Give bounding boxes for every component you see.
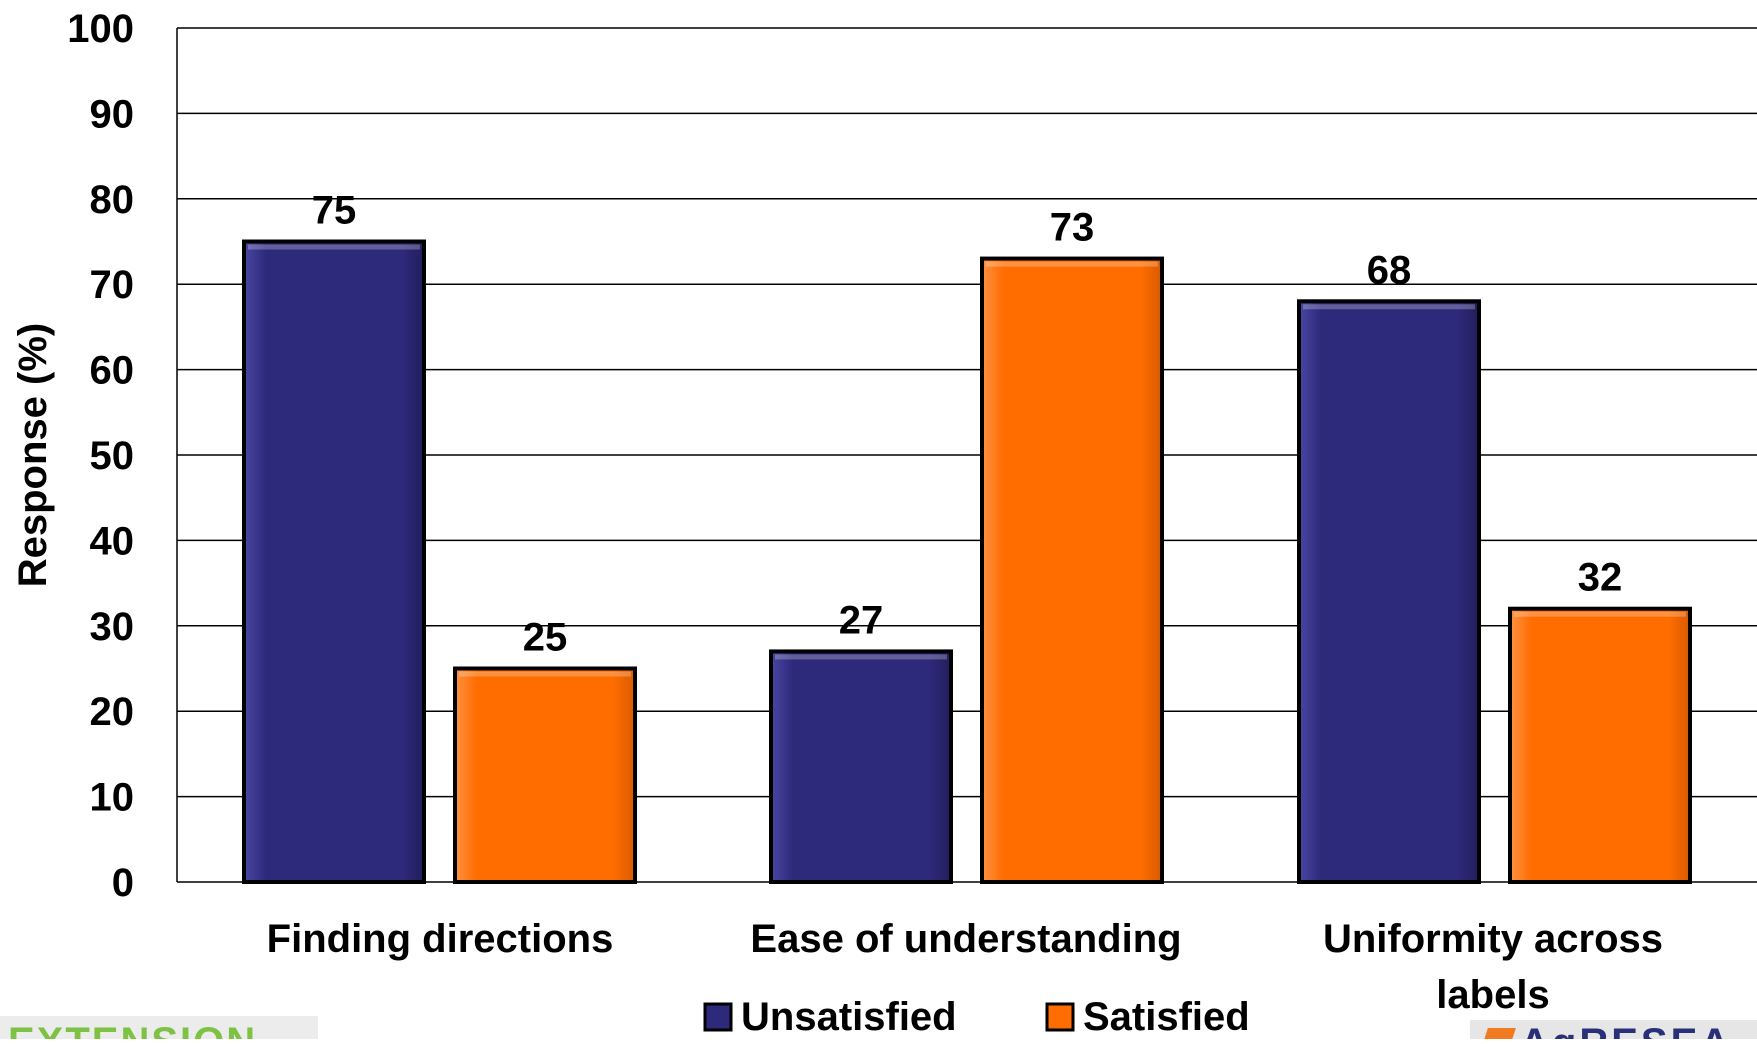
data-labels: 75 27 68 25 73 32: [312, 189, 1623, 660]
legend-label-unsatisfied: Unsatisfied: [741, 995, 957, 1039]
bar-highlight-unsatisfied-1: [248, 244, 420, 250]
legend-swatch-unsatisfied: [703, 1002, 733, 1032]
y-tick-label-20: 20: [90, 690, 135, 734]
extension-logo: EXTENSION: [0, 1016, 318, 1039]
x-tick-label-3-line-1: Uniformity across: [1323, 917, 1663, 961]
bar-satisfied-1: [453, 666, 637, 884]
y-tick-label-50: 50: [90, 434, 135, 478]
bar-highlight-satisfied-1: [459, 671, 631, 677]
bar-satisfied-3: [1508, 606, 1692, 884]
y-tick-label-80: 80: [90, 178, 135, 222]
y-tick-label-60: 60: [90, 349, 135, 393]
legend-label-satisfied: Satisfied: [1083, 995, 1250, 1039]
y-tick-label-70: 70: [90, 263, 135, 307]
bar-unsatisfied-3: [1297, 299, 1481, 884]
bar-highlight-unsatisfied-2: [775, 654, 947, 660]
y-tick-label-30: 30: [90, 605, 135, 649]
data-label-satisfied-3: 32: [1578, 556, 1623, 600]
data-label-unsatisfied-3: 68: [1367, 248, 1412, 292]
bar-satisfied-2: [980, 256, 1164, 884]
x-tick-label-1: Finding directions: [267, 917, 614, 961]
axes: [176, 28, 1757, 883]
bar-unsatisfied-1: [242, 239, 426, 884]
legend-swatch-satisfied: [1045, 1002, 1075, 1032]
extension-logo-text: EXTENSION: [8, 1022, 257, 1039]
data-label-satisfied-1: 25: [523, 616, 568, 660]
y-tick-label-90: 90: [90, 92, 135, 136]
y-tick-label-0: 0: [112, 861, 134, 905]
bars: [242, 239, 1692, 884]
data-label-unsatisfied-1: 75: [312, 189, 357, 233]
bar-highlight-satisfied-2: [986, 261, 1158, 267]
y-axis-title: Response (%): [11, 323, 55, 588]
tick-labels: 0 10 20 30 40 50 60 70 80 90 100 Response (%) Findin…: [11, 7, 1663, 1017]
y-tick-label-100: 100: [67, 7, 134, 51]
y-tick-label-40: 40: [90, 519, 135, 563]
agresearch-logo-text: AgRESEA: [1520, 1023, 1732, 1039]
agresearch-logo: AgRESEA: [1470, 1020, 1757, 1039]
data-label-unsatisfied-2: 27: [839, 598, 884, 642]
legend: Unsatisfied Satisfied: [703, 995, 1250, 1039]
x-tick-label-3-line-2: labels: [1436, 973, 1549, 1017]
bar-highlight-unsatisfied-3: [1303, 304, 1475, 310]
data-label-satisfied-2: 73: [1050, 206, 1095, 250]
x-tick-label-2: Ease of understanding: [750, 917, 1181, 961]
bar-unsatisfied-2: [769, 649, 953, 884]
gridlines: [177, 27, 1757, 798]
y-tick-label-10: 10: [90, 776, 135, 820]
agresearch-logo-mark: [1480, 1028, 1516, 1039]
bar-highlight-satisfied-3: [1514, 611, 1686, 617]
